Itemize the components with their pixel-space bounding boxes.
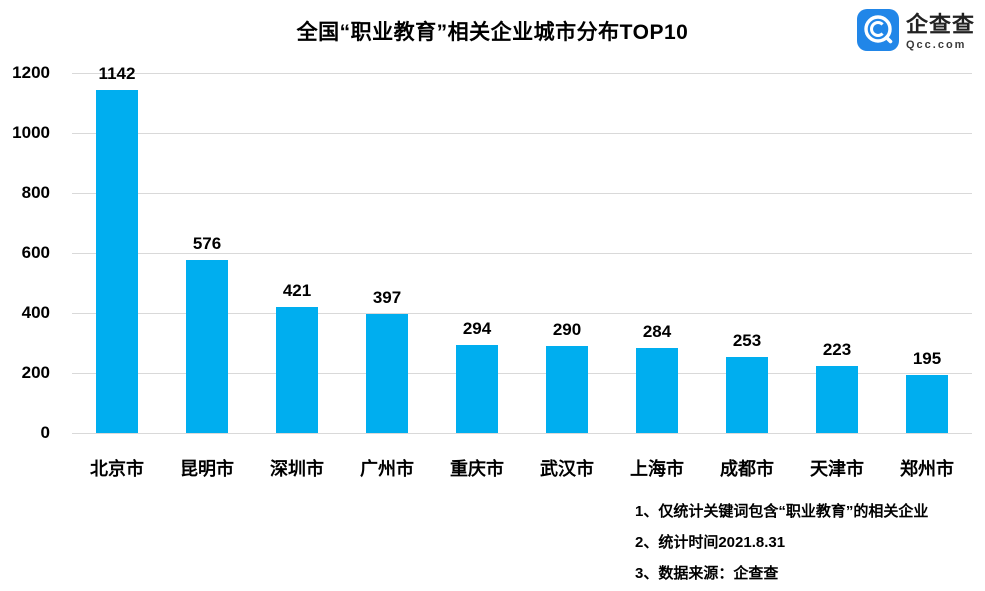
qcc-logo-text: 企查查 Qcc.com [906,14,975,51]
qcc-logo: 企查查 Qcc.com [856,8,975,57]
plot-area: 0 200 400 600 800 1000 1200 1142 北京市 576 昆明市 421 深圳市… [12,63,972,479]
gridline-200 [72,373,972,374]
x-axis-category-label: 重庆市 [450,459,504,479]
bar-1 [96,90,138,433]
bar-value-label: 253 [732,331,762,351]
footnotes: 1、仅统计关键词包含“职业教育”的相关企业 2、统计时间2021.8.31 3、… [635,496,928,589]
bar-value-label: 284 [642,321,672,341]
bar-3 [276,306,318,433]
y-axis-tick-label: 0 [40,423,50,442]
gridline-400 [72,313,972,314]
gridline-1200 [72,73,972,74]
qcc-logo-icon [856,8,900,57]
y-axis-tick-label: 1200 [12,63,50,82]
x-axis-category-label: 北京市 [90,459,144,479]
bar-value-label: 294 [462,318,492,338]
bar-value-label: 397 [372,287,402,307]
bar-value-label: 1142 [98,64,136,84]
bar-4 [366,313,408,433]
bar-value-label: 421 [282,280,312,300]
footnote-line: 3、数据来源：企查查 [635,565,779,582]
x-axis-category-label: 上海市 [630,459,684,479]
bar-7 [636,347,678,433]
y-axis-tick-label: 200 [21,363,50,382]
bar-5 [456,344,498,433]
bar-9 [816,366,858,433]
gridline-0 [72,433,972,434]
x-axis-category-label: 成都市 [720,459,774,479]
bar-8 [726,357,768,433]
bar-value-label: 195 [912,348,942,368]
y-axis-tick-label: 1000 [12,123,50,142]
qcc-logo-domain: Qcc.com [905,39,967,51]
x-axis-category-label: 广州市 [360,459,414,479]
bar-10 [906,374,948,433]
bar-value-label: 290 [552,320,582,339]
footnote-line: 1、仅统计关键词包含“职业教育”的相关企业 [635,503,929,520]
bar-value-label: 576 [192,234,222,254]
y-axis-tick-label: 600 [21,243,50,262]
gridline-600 [72,253,972,254]
gridline-800 [72,193,972,194]
chart-title: 全国“职业教育”相关企业城市分布TOP10 [296,21,689,44]
x-axis-category-label: 天津市 [810,459,864,479]
y-axis-tick-label: 400 [21,303,50,322]
y-axis-tick-label: 800 [21,183,50,202]
x-axis-category-label: 郑州市 [900,459,954,479]
gridline-1000 [72,133,972,134]
footnote-line: 2、统计时间2021.8.31 [635,534,786,551]
x-axis-category-label: 昆明市 [180,459,234,479]
bar-2 [186,260,228,433]
bar-value-label: 223 [822,340,852,360]
x-axis-category-label: 武汉市 [540,459,594,479]
bar-6 [546,346,588,433]
qcc-logo-name: 企查查 [905,12,975,37]
x-axis-category-label: 深圳市 [270,459,324,479]
